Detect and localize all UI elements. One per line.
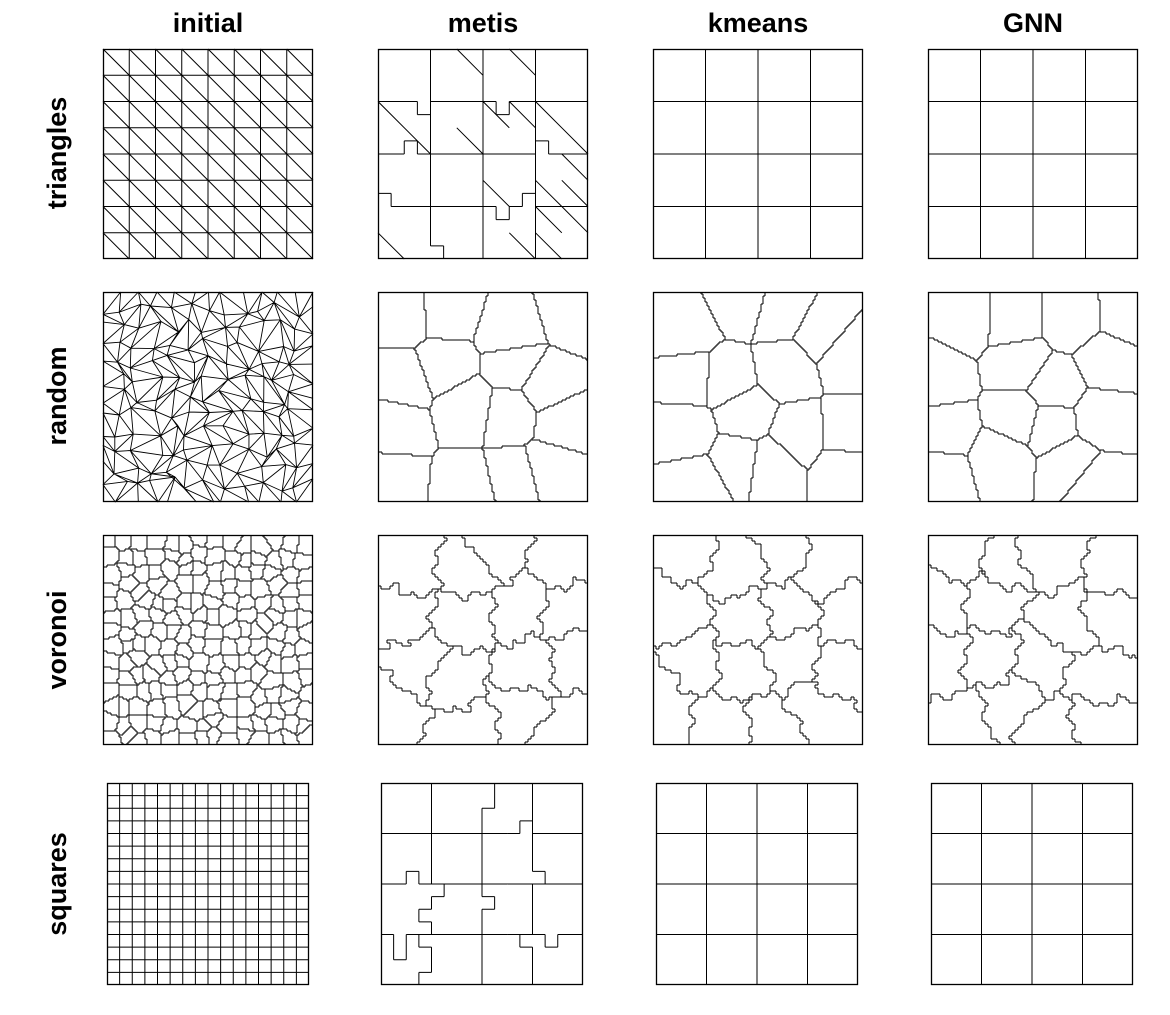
panel-border: [652, 48, 864, 260]
panel-border: [652, 534, 864, 746]
panel-triangles-metis: [377, 48, 589, 260]
panel-random-kmeans: [652, 291, 864, 503]
panel-triangles-initial: [102, 48, 314, 260]
panel-border: [377, 291, 589, 503]
mesh-edges: [928, 49, 1138, 259]
panel-border: [377, 48, 589, 260]
column-header-gnn: GNN: [1003, 8, 1063, 38]
panel-border: [930, 782, 1134, 986]
mesh-edges: [378, 535, 588, 745]
row-header-voronoi: voronoi: [42, 590, 72, 690]
mesh-edges: [102, 291, 314, 503]
panel-border: [102, 48, 314, 260]
panel-voronoi-gnn: [927, 534, 1139, 746]
panel-voronoi-kmeans: [652, 534, 864, 746]
panel-border: [927, 534, 1139, 746]
mesh-edges: [381, 783, 583, 985]
mesh-edges: [378, 292, 588, 502]
row-header-random: random: [42, 346, 72, 446]
panel-triangles-gnn: [927, 48, 1139, 260]
panel-border: [927, 48, 1139, 260]
panel-triangles-kmeans: [652, 48, 864, 260]
panel-border: [377, 534, 589, 746]
mesh-edges: [102, 48, 314, 260]
panel-border: [927, 291, 1139, 503]
panel-voronoi-metis: [377, 534, 589, 746]
mesh-edges: [653, 535, 863, 745]
column-header-initial: initial: [172, 8, 244, 38]
panel-random-initial: [102, 291, 314, 503]
mesh-edges: [656, 783, 858, 985]
panel-squares-initial: [106, 782, 310, 986]
row-header-triangles: triangles: [42, 96, 72, 210]
panel-voronoi-initial: [102, 534, 314, 746]
mesh-edges: [928, 535, 1138, 745]
panel-random-gnn: [927, 291, 1139, 503]
mesh-edges: [377, 48, 589, 260]
panel-squares-gnn: [930, 782, 1134, 986]
mesh-edges: [103, 535, 313, 745]
panel-border: [102, 291, 314, 503]
panel-squares-metis: [380, 782, 584, 986]
mesh-edges: [931, 783, 1133, 985]
column-header-metis: metis: [447, 8, 519, 38]
panel-border: [652, 291, 864, 503]
mesh-edges: [653, 292, 863, 502]
mesh-edges: [928, 292, 1138, 502]
row-header-squares: squares: [42, 832, 72, 936]
panel-squares-kmeans: [655, 782, 859, 986]
panel-random-metis: [377, 291, 589, 503]
panel-border: [655, 782, 859, 986]
panel-border: [106, 782, 310, 986]
mesh-edges: [653, 49, 863, 259]
mesh-edges: [107, 783, 309, 985]
panel-border: [380, 782, 584, 986]
panel-border: [102, 534, 314, 746]
column-header-kmeans: kmeans: [707, 8, 809, 38]
